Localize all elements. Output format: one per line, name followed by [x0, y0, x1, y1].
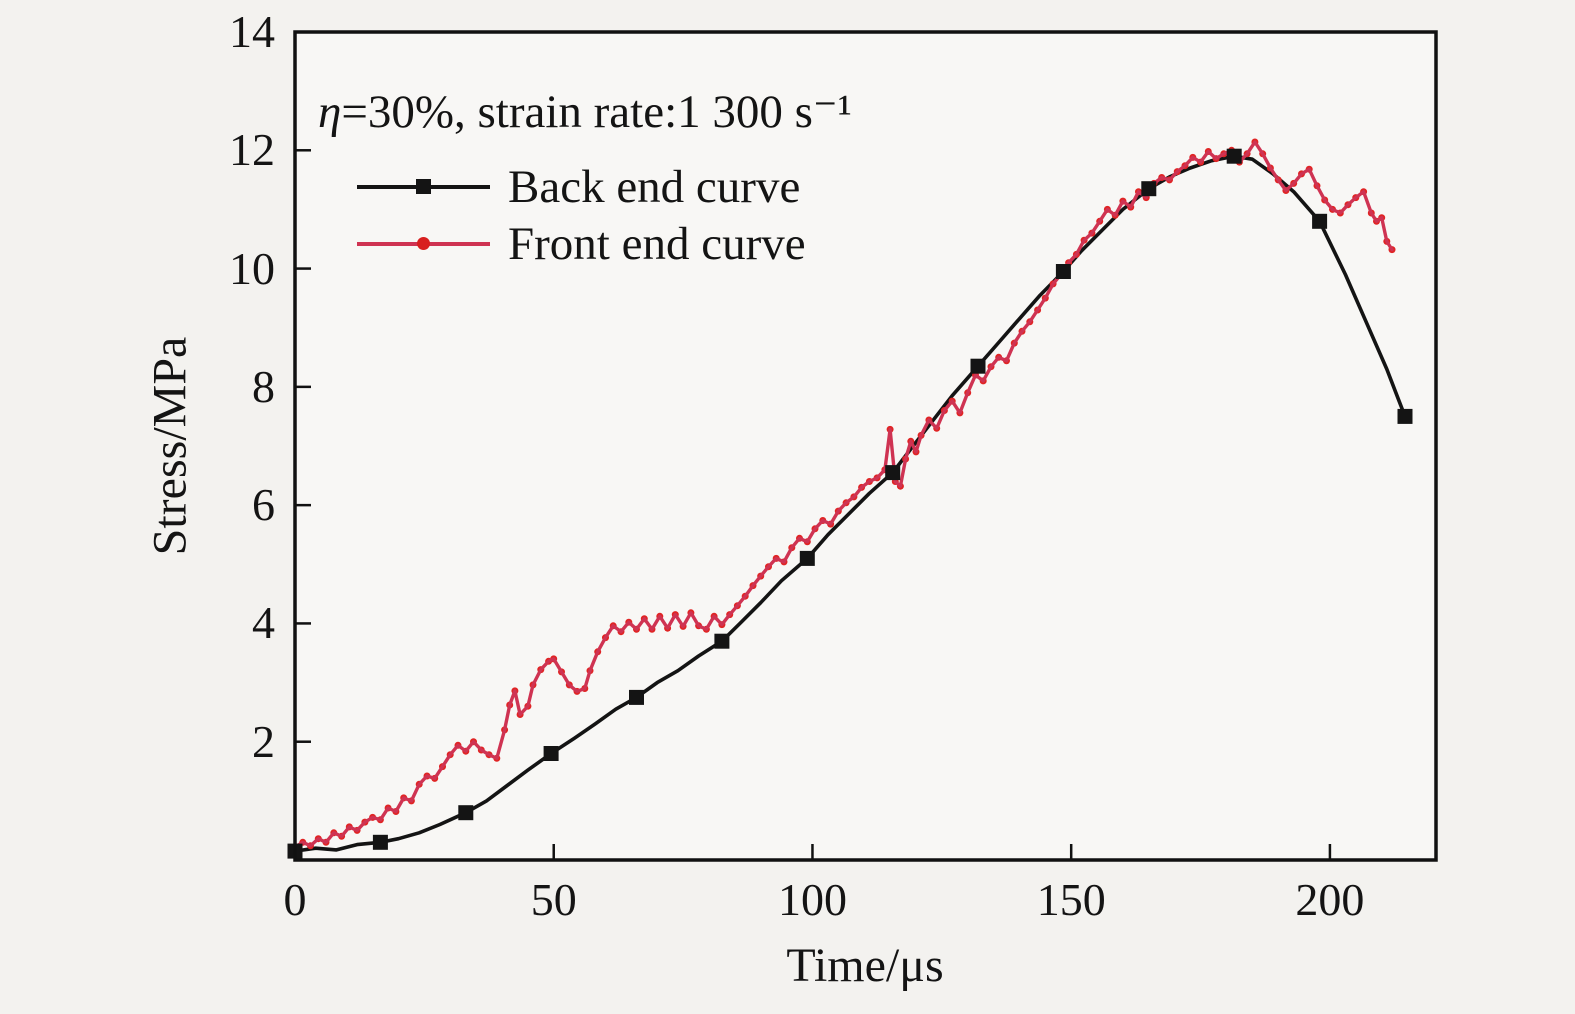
y-tick-label: 14 — [229, 6, 275, 57]
y-tick-label: 2 — [252, 715, 275, 767]
legend-sample-front-end — [357, 215, 490, 272]
legend-sample-back-end — [357, 158, 490, 215]
y-tick-label: 4 — [252, 597, 275, 649]
x-tick-label: 50 — [530, 874, 577, 925]
x-tick-label: 100 — [777, 874, 847, 925]
x-tick-label: 0 — [283, 874, 307, 925]
y-tick-label: 12 — [229, 124, 275, 176]
legend-entry-back-end: Back end curve — [357, 158, 806, 215]
square-marker-icon — [416, 179, 431, 194]
eta-symbol: η — [318, 86, 342, 138]
y-tick-label: 6 — [252, 479, 275, 531]
chart-legend: Back end curve Front end curve — [357, 158, 806, 272]
legend-label-front-end: Front end curve — [508, 217, 806, 270]
chart-annotation: η=30%, strain rate:1 300 s⁻¹ — [318, 84, 852, 139]
dot-marker-icon — [417, 237, 430, 250]
annotation-text: =30%, strain rate:1 300 s⁻¹ — [341, 86, 852, 138]
legend-label-back-end: Back end curve — [508, 160, 801, 213]
x-tick-label: 150 — [1036, 874, 1106, 925]
x-axis-label: Time/μs — [786, 939, 944, 992]
y-tick-label: 10 — [229, 242, 275, 294]
y-tick-label: 8 — [252, 360, 275, 412]
x-tick-label: 200 — [1295, 874, 1365, 925]
legend-entry-front-end: Front end curve — [357, 215, 806, 272]
